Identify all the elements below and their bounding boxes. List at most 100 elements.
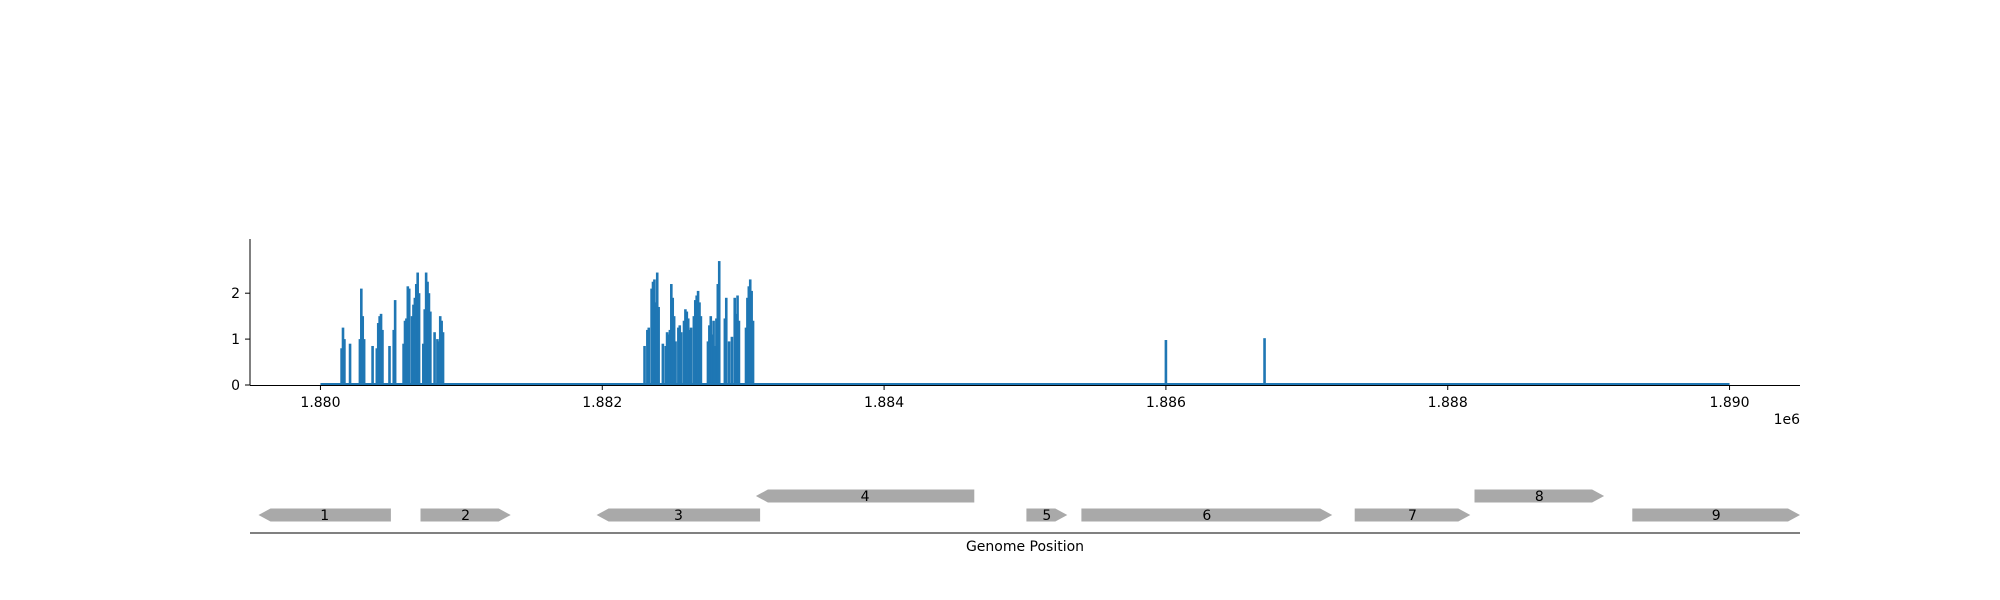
gene-arrow bbox=[1354, 508, 1471, 522]
coverage-bar bbox=[750, 290, 753, 385]
coverage-bar bbox=[426, 281, 429, 385]
coverage-bar bbox=[361, 316, 365, 385]
x-axis-offset-label: 1e6 bbox=[1774, 412, 1801, 428]
gene-label: 3 bbox=[674, 508, 683, 524]
gene-track: 1 2 3 4 5 6 7 8 9 Genome Position bbox=[250, 489, 1800, 555]
coverage-bar bbox=[381, 329, 384, 385]
coverage-bar bbox=[403, 320, 407, 385]
coverage-bar bbox=[388, 345, 391, 385]
coverage-bar bbox=[416, 272, 419, 385]
coverage-bar bbox=[379, 313, 383, 385]
gene-arrow bbox=[596, 508, 761, 522]
coverage-bar bbox=[343, 339, 346, 385]
coverage-bar bbox=[674, 341, 677, 385]
coverage-bar bbox=[744, 327, 748, 385]
coverage-bar bbox=[686, 318, 690, 385]
coverage-bar bbox=[706, 341, 710, 385]
coverage-bar bbox=[748, 279, 752, 385]
x-tick-label: 1.880 bbox=[300, 395, 340, 411]
coverage-bar bbox=[429, 311, 432, 385]
coverage-bar bbox=[412, 304, 415, 385]
gene-arrows: 1 2 3 4 5 6 7 8 9 bbox=[258, 489, 1800, 524]
coverage-bar bbox=[340, 348, 343, 385]
coverage-bar bbox=[737, 320, 741, 385]
coverage-bar bbox=[685, 311, 689, 385]
coverage-bar bbox=[684, 309, 687, 385]
coverage-bar bbox=[414, 284, 418, 385]
coverage-bar bbox=[437, 341, 441, 385]
coverage-bar bbox=[413, 297, 417, 385]
coverage-bar bbox=[747, 286, 751, 385]
coverage-bar bbox=[668, 329, 672, 385]
coverage-bar bbox=[423, 309, 427, 385]
coverage-bar bbox=[438, 316, 442, 385]
coverage-bar bbox=[751, 320, 755, 385]
coverage-bar bbox=[441, 332, 445, 385]
gene-arrow bbox=[1026, 508, 1068, 522]
coverage-bar bbox=[727, 341, 731, 385]
coverage-bar bbox=[402, 343, 405, 385]
coverage-bar bbox=[341, 327, 345, 385]
gene-label: 7 bbox=[1408, 508, 1417, 524]
coverage-bar bbox=[723, 318, 727, 385]
coverage-bar bbox=[427, 293, 431, 385]
gene-label: 5 bbox=[1042, 508, 1051, 524]
coverage-bar bbox=[651, 281, 655, 385]
coverage-bar bbox=[348, 343, 352, 385]
coverage-bar bbox=[717, 261, 721, 385]
coverage-bar bbox=[695, 295, 698, 385]
coverage-bar bbox=[716, 284, 720, 385]
coverage-bar bbox=[392, 329, 396, 385]
coverage-bar bbox=[405, 318, 408, 385]
coverage-bar bbox=[653, 279, 656, 385]
coverage-bar bbox=[712, 320, 715, 385]
coverage-bar bbox=[376, 323, 380, 385]
coverage-bar bbox=[407, 288, 411, 385]
y-tick-label: 0 bbox=[231, 378, 240, 394]
coverage-bar bbox=[664, 345, 667, 385]
x-tick-label: 1.888 bbox=[1428, 395, 1468, 411]
coverage-bar bbox=[733, 297, 737, 385]
coverage-bar bbox=[746, 297, 749, 385]
coverage-bar bbox=[667, 334, 670, 385]
gene-arrow bbox=[1474, 489, 1605, 503]
y-tick-label: 1 bbox=[231, 332, 240, 348]
coverage-bar bbox=[393, 300, 397, 385]
coverage-bar bbox=[424, 272, 428, 385]
x-tick-label: 1.882 bbox=[582, 395, 622, 411]
coverage-bar bbox=[692, 316, 696, 385]
y-tick-label: 2 bbox=[231, 286, 240, 302]
coverage-bar bbox=[360, 288, 363, 385]
x-tick-label: 1.884 bbox=[864, 395, 904, 411]
coverage-bar bbox=[375, 348, 379, 385]
coverage-bar bbox=[410, 316, 414, 385]
coverage-bar bbox=[682, 320, 686, 385]
x-axis-ticks: 1.880 1.882 1.884 1.886 1.888 1.890 bbox=[300, 385, 1750, 411]
coverage-bar bbox=[698, 302, 701, 385]
coverage-bar bbox=[715, 318, 718, 385]
coverage-bar bbox=[657, 306, 660, 385]
coverage-bar bbox=[362, 339, 366, 385]
coverage-bar bbox=[661, 343, 665, 385]
coverage-bar bbox=[708, 325, 711, 385]
coverage-bar bbox=[671, 297, 675, 385]
coverage-bars bbox=[340, 261, 1266, 385]
gene-arrow bbox=[258, 508, 391, 522]
coverage-bar bbox=[670, 284, 673, 385]
coverage-bar bbox=[693, 300, 697, 385]
coverage-bar bbox=[709, 316, 713, 385]
gene-label: 8 bbox=[1535, 489, 1544, 505]
gene-arrow bbox=[420, 508, 511, 522]
coverage-bar bbox=[643, 345, 646, 385]
coverage-bar bbox=[699, 316, 703, 385]
coverage-bar bbox=[688, 329, 691, 385]
coverage-bar bbox=[696, 290, 700, 385]
coverage-plot: 1.880 1.882 1.884 1.886 1.888 1.890 0 1 2 1e6 bbox=[231, 239, 1800, 428]
coverage-bar bbox=[1164, 340, 1168, 385]
x-tick-label: 1.890 bbox=[1709, 395, 1749, 411]
coverage-bar bbox=[654, 302, 658, 385]
coverage-bar bbox=[710, 334, 714, 385]
coverage-bar bbox=[358, 339, 362, 385]
coverage-bar bbox=[734, 313, 738, 385]
